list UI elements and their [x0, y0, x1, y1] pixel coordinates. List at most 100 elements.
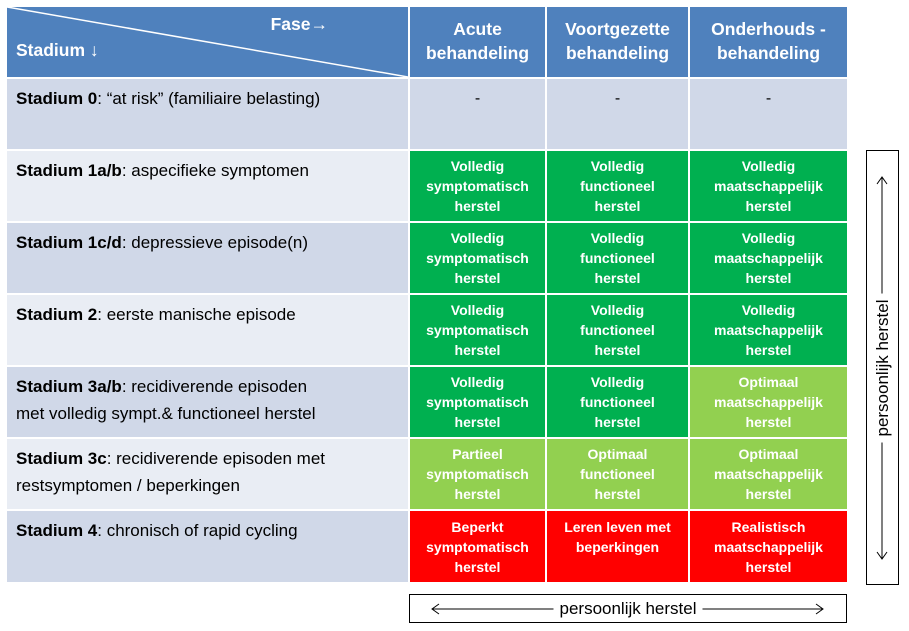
stage-description: : recidiverende episoden	[121, 377, 308, 396]
cell-text: Optimaal	[587, 446, 648, 462]
cell-text: beperkingen	[575, 539, 660, 555]
column-header-line: behandeling	[425, 43, 530, 63]
cell-1-continued: Volledig functioneel herstel	[547, 151, 688, 221]
cell-text: herstel	[454, 486, 501, 502]
cell-text: herstel	[594, 486, 641, 502]
cell-5-maintenance: Optimaal maatschappelijk herstel	[690, 439, 847, 509]
stage-description: : aspecifieke symptomen	[121, 161, 309, 180]
stage-description-line2: restsymptomen / beperkingen	[16, 476, 240, 495]
cell-text: Leren leven met	[564, 519, 671, 535]
cell-2-continued: Volledig functioneel herstel	[547, 223, 688, 293]
column-header-line: Voortgezette	[565, 19, 670, 40]
cell-4-maintenance: Optimaal maatschappelijk herstel	[690, 367, 847, 437]
cell-text: functioneel	[580, 250, 655, 266]
stadium-label: Stadium	[16, 40, 86, 60]
stage-description: : “at risk” (familiaire belasting)	[97, 89, 321, 108]
stage-row-3: Stadium 2: eerste manische episode	[7, 295, 408, 365]
cell-3-acute: Volledig symptomatisch herstel	[410, 295, 545, 365]
stage-description-line2: met volledig sympt.& functioneel herstel	[16, 404, 316, 423]
cell-1-maintenance: Volledig maatschappelijk herstel	[690, 151, 847, 221]
cell-text: herstel	[745, 486, 792, 502]
cell-text: Realistisch	[731, 518, 806, 535]
stage-name: Stadium 3c	[16, 449, 107, 468]
cell-text: functioneel	[580, 322, 655, 338]
cell-text: symptomatisch	[426, 250, 529, 266]
stage-name: Stadium 1c/d	[16, 233, 122, 252]
column-header-acute: Acute behandeling	[410, 7, 545, 77]
cell-6-continued: Leren leven met beperkingen	[547, 511, 688, 582]
cell-text: herstel	[454, 198, 501, 214]
diagonal-line	[7, 7, 408, 77]
cell-4-continued: Volledig functioneel herstel	[547, 367, 688, 437]
staging-table: Fase→ Stadium ↓ Acute behandeling Voortg…	[7, 7, 847, 582]
stage-name: Stadium 0	[16, 89, 98, 108]
bottom-recovery-box: persoonlijk herstel	[409, 594, 847, 623]
stage-row-1: Stadium 1a/b: aspecifieke symptomen	[7, 151, 408, 221]
cell-1-acute: Volledig symptomatisch herstel	[410, 151, 545, 221]
cell-text: Volledig	[450, 158, 505, 174]
stage-description: : recidiverende episoden met	[106, 449, 325, 468]
cell-text: Partieel	[452, 446, 503, 462]
cell-text: symptomatisch	[426, 466, 529, 482]
cell-0-acute: -	[410, 79, 545, 149]
cell-text: functioneel	[580, 466, 655, 482]
cell-text: functioneel	[580, 394, 655, 410]
cell-text: maatschappelijk	[714, 538, 823, 555]
column-header-line: Onderhouds -	[711, 19, 826, 40]
cell-text: herstel	[454, 270, 501, 286]
cell-text: Optimaal	[738, 374, 799, 390]
cell-text: Volledig	[590, 230, 645, 246]
cell-text: herstel	[594, 342, 641, 358]
cell-text: Volledig	[590, 374, 645, 390]
cell-text: herstel	[594, 414, 641, 430]
cell-text: maatschappelijk	[714, 394, 823, 410]
cell-text: Optimaal	[738, 446, 799, 462]
stage-description: : chronisch of rapid cycling	[97, 521, 298, 540]
column-header-continued: Voortgezette behandeling	[547, 7, 688, 77]
column-header-maintenance: Onderhouds - behandeling	[690, 7, 847, 77]
cell-text: maatschappelijk	[714, 178, 823, 194]
cell-4-acute: Volledig symptomatisch herstel	[410, 367, 545, 437]
column-header-line: Acute	[453, 19, 502, 40]
down-arrow-icon: ↓	[89, 40, 99, 60]
stage-row-0: Stadium 0: “at risk” (familiaire belasti…	[7, 79, 408, 149]
cell-text: -	[474, 90, 481, 107]
stage-description: : eerste manische episode	[97, 305, 296, 324]
side-recovery-box: persoonlijk herstel	[866, 150, 899, 585]
cell-5-continued: Optimaal functioneel herstel	[547, 439, 688, 509]
stage-name: Stadium 3a/b	[16, 377, 122, 396]
cell-0-continued: -	[547, 79, 688, 149]
side-recovery-label: persoonlijk herstel	[872, 292, 893, 443]
stage-name: Stadium 4	[16, 521, 98, 540]
cell-text: symptomatisch	[426, 178, 529, 194]
cell-text: Volledig	[450, 230, 505, 246]
cell-text: herstel	[745, 558, 792, 575]
cell-text: herstel	[745, 198, 792, 214]
stage-row-6: Stadium 4: chronisch of rapid cycling	[7, 511, 408, 582]
cell-text: herstel	[745, 414, 792, 430]
cell-text: symptomatisch	[426, 394, 529, 410]
cell-text: herstel	[745, 342, 792, 358]
cell-text: Volledig	[450, 302, 505, 318]
cell-text: maatschappelijk	[714, 466, 823, 482]
cell-2-maintenance: Volledig maatschappelijk herstel	[690, 223, 847, 293]
cell-text: Beperkt	[451, 518, 504, 535]
cell-text: -	[765, 90, 772, 107]
column-header-line: behandeling	[716, 43, 821, 63]
cell-3-maintenance: Volledig maatschappelijk herstel	[690, 295, 847, 365]
column-header-line: behandeling	[565, 43, 670, 63]
cell-text: Volledig	[741, 158, 796, 174]
cell-text: herstel	[454, 414, 501, 430]
cell-text: herstel	[745, 270, 792, 286]
cell-6-acute: Beperkt symptomatisch herstel	[410, 511, 545, 582]
cell-3-continued: Volledig functioneel herstel	[547, 295, 688, 365]
cell-text: herstel	[454, 558, 501, 575]
cell-text: maatschappelijk	[714, 322, 823, 338]
cell-text: Volledig	[741, 230, 796, 246]
cell-text: symptomatisch	[426, 538, 529, 555]
stage-row-5: Stadium 3c: recidiverende episoden met r…	[7, 439, 408, 509]
cell-2-acute: Volledig symptomatisch herstel	[410, 223, 545, 293]
cell-text: herstel	[594, 198, 641, 214]
stage-row-2: Stadium 1c/d: depressieve episode(n)	[7, 223, 408, 293]
right-arrow-icon: →	[310, 14, 329, 34]
